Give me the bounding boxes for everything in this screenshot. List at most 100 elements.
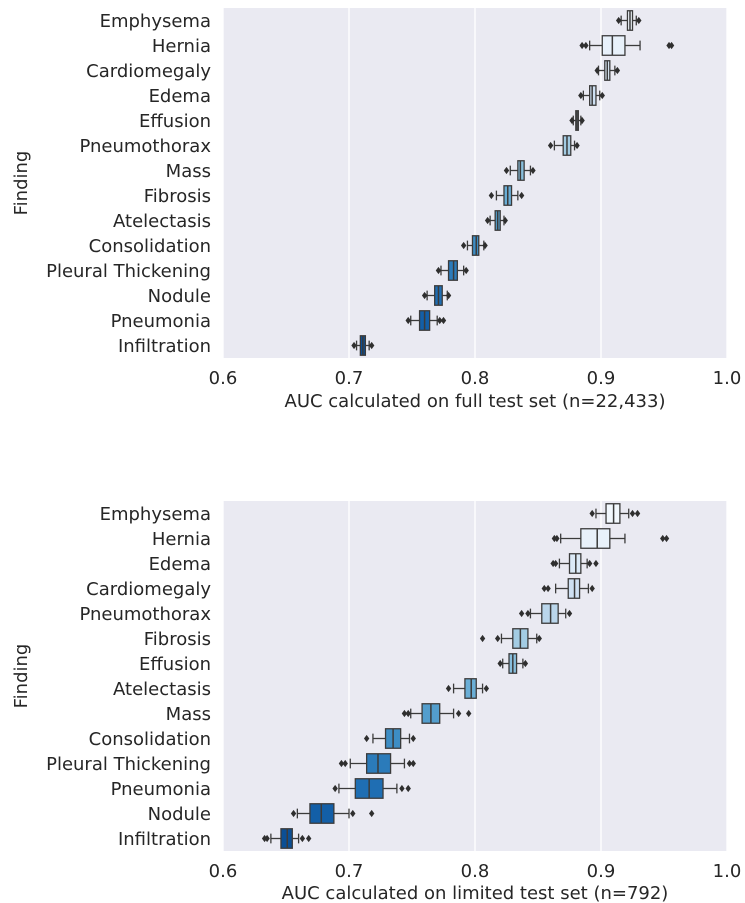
category-label: Mass <box>166 704 211 725</box>
box-effusion <box>497 653 529 674</box>
outlier-point <box>338 759 345 768</box>
outlier-point <box>463 266 469 275</box>
category-label: Emphysema <box>100 11 211 32</box>
outlier-point <box>599 91 605 100</box>
x-tick-label: 0.9 <box>587 861 616 882</box>
box-fibrosis <box>488 185 525 206</box>
x-tick-label: 0.6 <box>209 861 238 882</box>
outlier-point <box>497 659 503 668</box>
category-label: Consolidation <box>89 236 211 257</box>
box-pneumonia <box>332 778 411 799</box>
box-infiltration <box>261 828 312 849</box>
category-label: Pneumonia <box>111 779 211 800</box>
category-label: Consolidation <box>89 729 211 750</box>
outlier-point <box>351 341 357 350</box>
outlier-point <box>503 166 510 175</box>
outlier-point <box>574 141 580 150</box>
outlier-point <box>530 166 536 175</box>
box-pneumothorax <box>518 603 573 624</box>
outlier-point <box>566 609 573 618</box>
box-emphysema <box>615 10 642 31</box>
outlier-point <box>518 191 525 200</box>
outlier-point <box>399 784 405 793</box>
box-iqr <box>601 35 626 56</box>
box-consolidation <box>363 728 416 749</box>
chart-limited-test-set: Emphysema Hernia Edema Cardiomegaly Pneumoth… <box>11 501 741 903</box>
outlier-point <box>547 141 554 150</box>
category-label: Nodule <box>148 286 211 307</box>
outlier-point <box>435 266 442 275</box>
category-label: Effusion <box>139 111 211 132</box>
outlier-point <box>589 584 595 593</box>
x-tick-label: 0.6 <box>209 368 238 389</box>
outlier-point <box>460 241 467 250</box>
category-label: Pneumonia <box>111 311 211 332</box>
category-label: Nodule <box>148 804 211 825</box>
x-tick-label: 0.9 <box>587 368 616 389</box>
box-edema <box>578 85 605 106</box>
outlier-point <box>305 834 312 843</box>
outlier-point <box>663 534 670 543</box>
box-cardiomegaly <box>541 578 595 599</box>
grid-lines <box>222 501 728 851</box>
box-edema <box>550 553 599 574</box>
outlier-point <box>363 734 370 743</box>
outlier-point <box>484 216 491 225</box>
category-label: Cardiomegaly <box>86 579 211 600</box>
outlier-point <box>368 341 375 350</box>
outlier-point <box>554 534 560 543</box>
category-label: Atelectasis <box>113 679 211 700</box>
box-pleural-thickening <box>435 260 469 281</box>
category-label: Infiltration <box>118 336 211 357</box>
outlier-point <box>421 291 428 300</box>
category-label: Pleural Thickening <box>46 754 211 775</box>
x-tick-label: 1.0 <box>713 861 742 882</box>
outlier-point <box>579 41 585 50</box>
category-label: Pneumothorax <box>79 604 211 625</box>
box-atelectasis <box>445 678 490 699</box>
x-axis-title: AUC calculated on full test set (n=22,43… <box>285 391 666 412</box>
box-hernia <box>579 35 675 56</box>
box-mass <box>503 160 536 181</box>
outlier-point <box>502 216 508 225</box>
outlier-point <box>479 634 486 643</box>
outlier-point <box>445 684 452 693</box>
grid-lines <box>222 8 728 358</box>
category-label: Emphysema <box>100 504 211 525</box>
box-atelectasis <box>484 210 508 231</box>
outlier-point <box>636 16 642 25</box>
boxes <box>351 10 675 356</box>
outlier-point <box>615 16 622 25</box>
outlier-point <box>342 759 348 768</box>
outlier-point <box>522 659 529 668</box>
chart-full-test-set: Emphysema Hernia Cardiomegaly Edema Effusion… <box>11 8 741 412</box>
x-tick-labels: 0.6 0.7 0.8 0.9 1.0 <box>209 861 742 882</box>
outlier-point <box>488 191 495 200</box>
outlier-point <box>583 41 589 50</box>
box-fibrosis <box>479 628 542 649</box>
y-axis-title: Finding <box>11 644 32 709</box>
x-tick-label: 0.7 <box>335 368 364 389</box>
category-label: Effusion <box>139 654 211 675</box>
outlier-point <box>437 316 443 325</box>
outlier-point <box>579 116 585 125</box>
category-label: Fibrosis <box>144 629 211 650</box>
box-consolidation <box>460 235 488 256</box>
category-labels: Emphysema Hernia Edema Cardiomegaly Pneumoth… <box>46 504 211 850</box>
x-tick-label: 0.8 <box>461 368 490 389</box>
x-tick-label: 0.7 <box>335 861 364 882</box>
outlier-point <box>629 509 636 518</box>
outlier-point <box>401 709 408 718</box>
category-label: Pneumothorax <box>79 136 211 157</box>
outlier-point <box>578 91 584 100</box>
category-label: Fibrosis <box>144 186 211 207</box>
x-tick-labels: 0.6 0.7 0.8 0.9 1.0 <box>209 368 742 389</box>
box-emphysema <box>589 503 641 524</box>
category-label: Edema <box>149 86 211 107</box>
outlier-point <box>440 316 447 325</box>
category-label: Atelectasis <box>113 211 211 232</box>
x-tick-label: 1.0 <box>713 368 742 389</box>
outlier-point <box>405 784 411 793</box>
outlier-point <box>614 66 621 75</box>
